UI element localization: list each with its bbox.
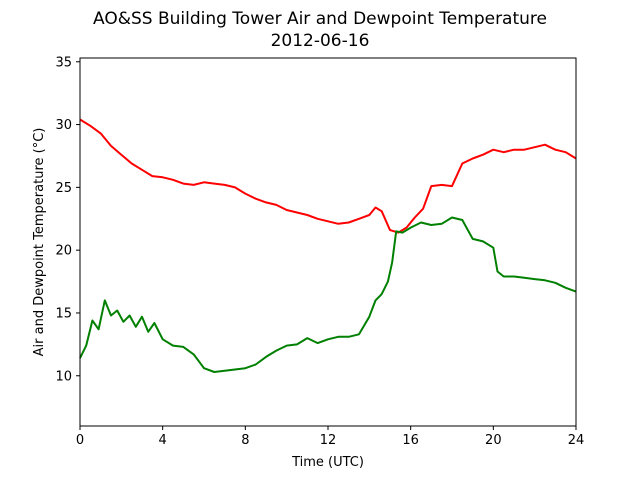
- x-axis-label: Time (UTC): [291, 455, 364, 470]
- axes-frame: [79, 57, 577, 427]
- x-tick-label: 16: [402, 433, 419, 448]
- x-tick-label: 0: [76, 433, 84, 448]
- axis-ticks-group: 0 4 8 12 16 20 24 10 15 20 25 30 35: [55, 55, 584, 448]
- y-axis-label: Air and Dewpoint Temperature (°C): [32, 128, 47, 357]
- y-tick-label: 15: [55, 306, 72, 321]
- y-tick-label: 25: [55, 181, 72, 196]
- y-tick-label: 10: [55, 369, 72, 384]
- x-tick-label: 4: [159, 433, 167, 448]
- y-tick-label: 20: [55, 244, 72, 259]
- x-tick-label: 8: [241, 433, 249, 448]
- chart-title: AO&SS Building Tower Air and Dewpoint Te…: [93, 9, 547, 29]
- chart-subtitle: 2012-06-16: [271, 31, 370, 51]
- x-tick-label: 24: [568, 433, 585, 448]
- plot-series-group: [79, 118, 577, 373]
- y-tick-label: 30: [55, 118, 72, 133]
- series-line-1: [79, 216, 577, 373]
- x-tick-label: 20: [485, 433, 502, 448]
- x-tick-label: 12: [320, 433, 337, 448]
- y-tick-label: 35: [55, 55, 72, 70]
- series-line-0: [79, 118, 577, 234]
